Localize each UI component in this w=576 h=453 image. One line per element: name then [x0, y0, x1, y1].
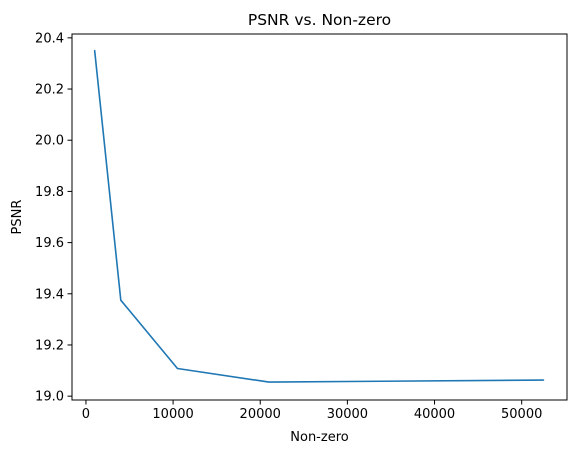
y-tick-label: 20.4: [35, 31, 64, 46]
x-tick-label: 0: [82, 407, 90, 422]
y-axis-ticks: 19.0 19.2 19.4 19.6 19.8 20.0 20.2 20.4: [35, 31, 72, 405]
plot-area: [71, 33, 568, 401]
y-tick-label: 19.6: [35, 236, 64, 251]
y-tick-label: 19.0: [35, 390, 64, 405]
x-axis-ticks: 0 10000 20000 30000 40000 50000: [82, 400, 542, 422]
y-tick-label: 19.8: [35, 185, 64, 200]
x-tick-label: 20000: [240, 407, 281, 422]
y-tick-label: 20.0: [35, 134, 64, 149]
y-axis-label: PSNR: [10, 200, 25, 235]
chart-title: PSNR vs. Non-zero: [248, 11, 391, 29]
series-line-0: [93, 49, 545, 383]
y-tick-label: 20.2: [35, 83, 64, 98]
x-tick-label: 40000: [414, 407, 455, 422]
x-tick-label: 10000: [152, 407, 193, 422]
x-axis-label: Non-zero: [290, 430, 348, 445]
y-tick-label: 19.2: [35, 338, 64, 353]
x-tick-label: 50000: [501, 407, 542, 422]
y-tick-label: 19.4: [35, 287, 64, 302]
axes-frame: [71, 33, 568, 401]
x-tick-label: 30000: [327, 407, 368, 422]
